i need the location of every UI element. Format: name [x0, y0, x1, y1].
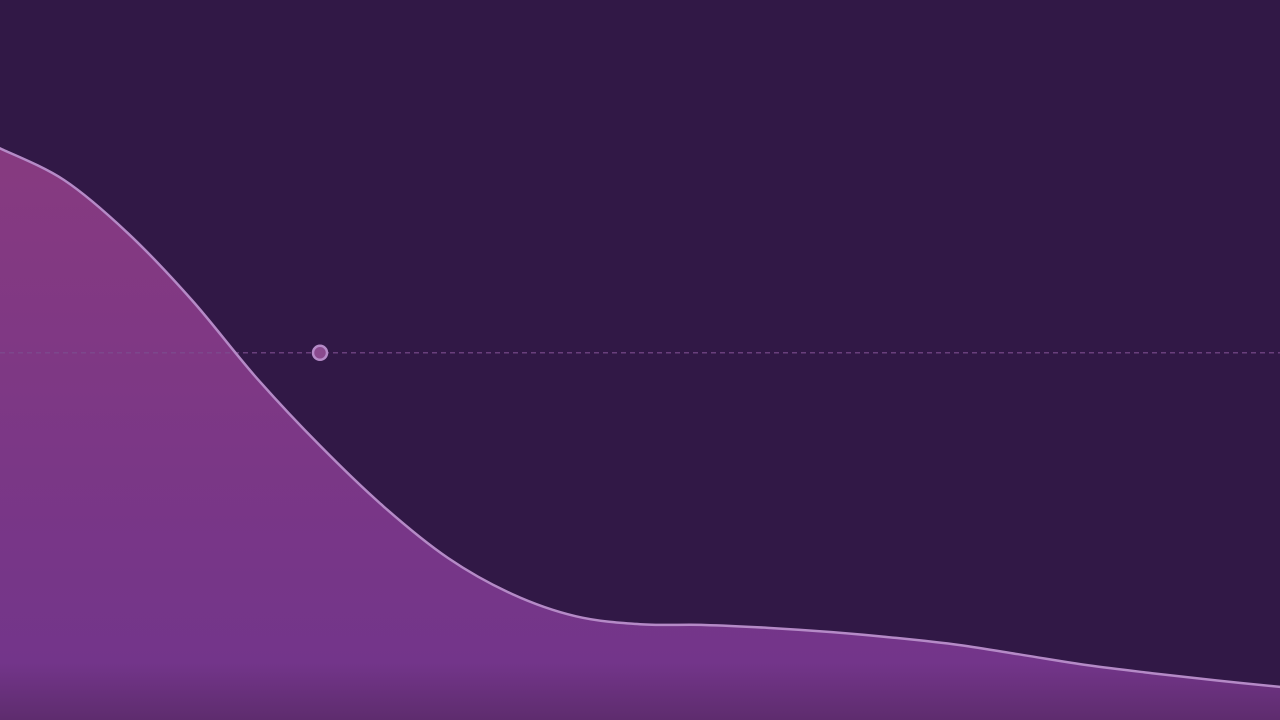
marker-layer — [311, 344, 329, 362]
area-fill — [0, 148, 1280, 720]
highlight-point-marker[interactable] — [311, 344, 329, 362]
line-layer — [0, 147, 1280, 689]
area-layer — [0, 148, 1280, 720]
series-line — [0, 147, 1280, 689]
